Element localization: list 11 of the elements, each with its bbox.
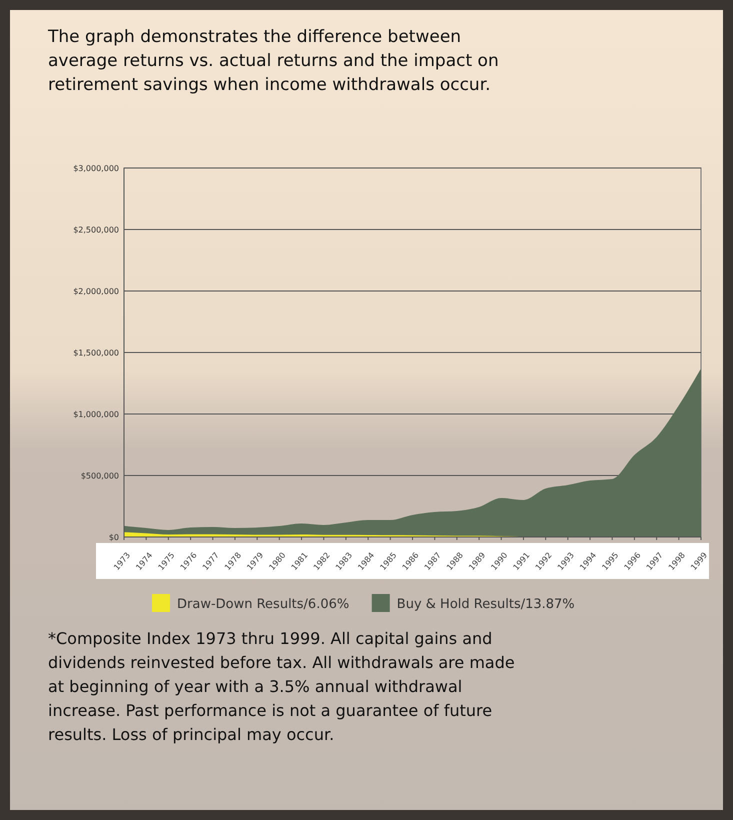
y-tick-label: $2,000,000 xyxy=(73,287,119,296)
y-tick-label: $0 xyxy=(108,533,119,542)
text: *Composite Index 1973 thru 1999. All capital gains and dividends reinvested before tax. All withdrawals are made at beginning of year with a 3.5% annual withdrawal increase. Past performance is not a guarantee of future results. Loss of principal may occur. xyxy=(48,629,515,744)
y-tick-label: $1,000,000 xyxy=(73,410,119,419)
y-tick-label: $1,500,000 xyxy=(73,348,119,358)
y-tick-label: $3,000,000 xyxy=(73,164,119,173)
legend-label: Draw-Down Results/6.06% xyxy=(177,597,350,612)
legend-label: Buy & Hold Results/13.87% xyxy=(396,597,575,612)
y-tick-label: $500,000 xyxy=(80,472,119,480)
y-tick-label: $2,500,000 xyxy=(73,226,119,234)
chart-title: The graph demonstrates the difference between average returns vs. actual returns and the impact on retirement savings when income withdrawals occur. xyxy=(47,27,499,95)
